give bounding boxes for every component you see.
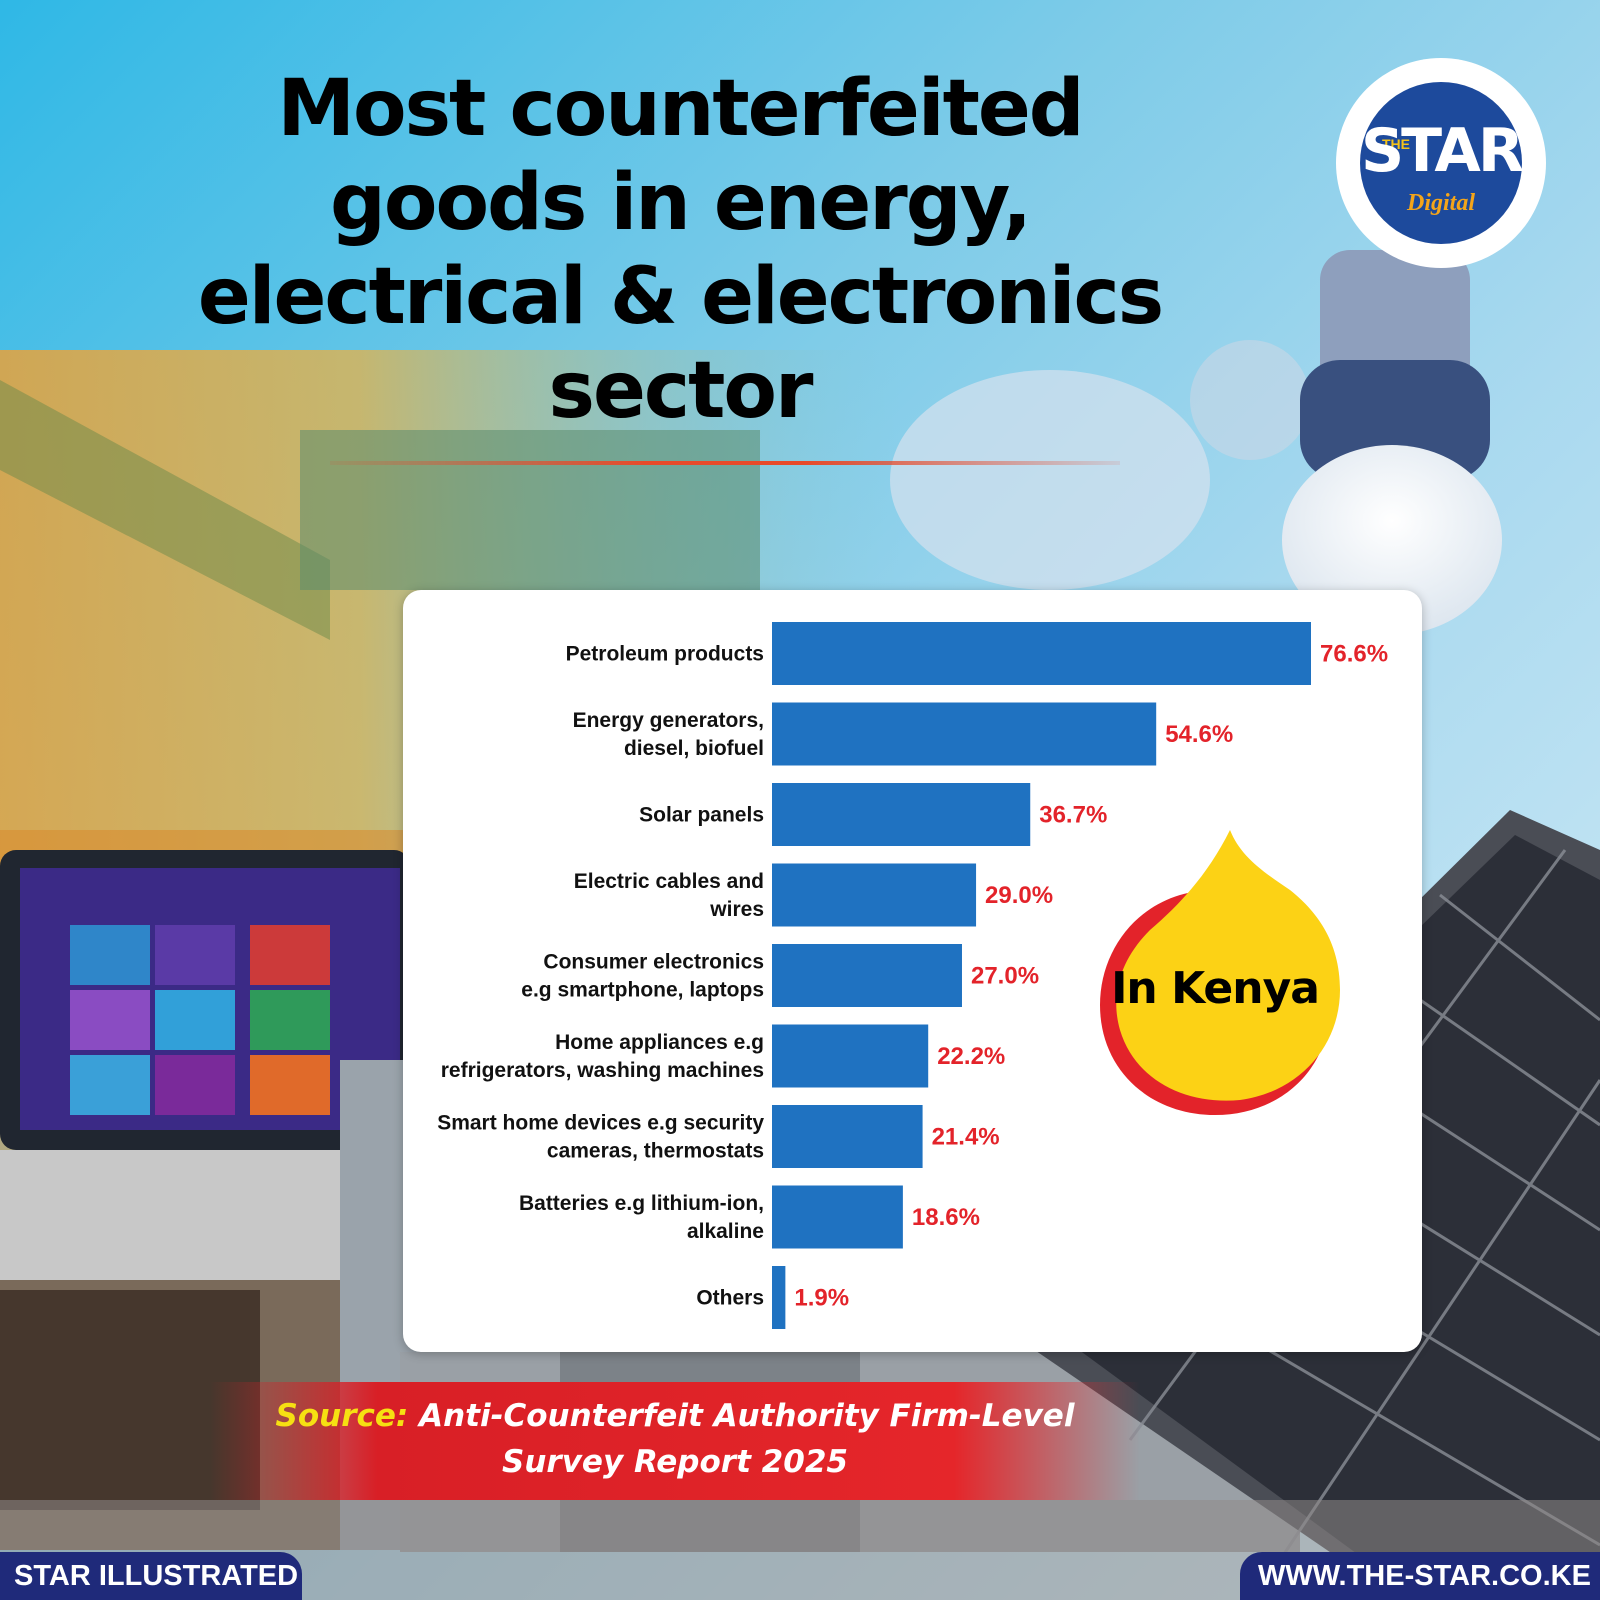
logo-star-text: STAR: [1360, 116, 1524, 186]
title-line-4: sector: [548, 346, 814, 436]
bar-chart: Petroleum products 76.6% Energy generators…: [437, 622, 1388, 1329]
value-label-1: 54.6%: [1165, 721, 1233, 748]
source-banner: [210, 1382, 1140, 1500]
value-label-7: 18.6%: [912, 1204, 980, 1231]
logo-circle: THE STAR Digital: [1360, 82, 1524, 244]
source-text: Anti-Counterfeit Authority Firm-Level Su…: [419, 1398, 1075, 1480]
category-label-0: Petroleum products: [566, 643, 764, 666]
bar-5: [772, 1024, 929, 1088]
value-label-5: 22.2%: [937, 1043, 1005, 1070]
category-label-2: Solar panels: [639, 804, 764, 827]
in-kenya-badge-label: In Kenya: [1111, 963, 1320, 1014]
category-label-6: Smart home devices e.g security cameras, …: [437, 1112, 764, 1163]
value-label-0: 76.6%: [1320, 641, 1388, 668]
value-label-6: 21.4%: [932, 1124, 1000, 1151]
source-label: Source:: [275, 1398, 409, 1434]
category-label-4: Consumer electronics e.g smartphone, lapt…: [521, 951, 764, 1002]
title-underline: [330, 461, 1120, 465]
category-label-1: Energy generators, diesel, biofuel: [573, 709, 764, 760]
value-label-4: 27.0%: [971, 963, 1039, 990]
category-label-3: Electric cables and wires: [574, 870, 764, 921]
page-title: Most counterfeited goods in energy, elec…: [60, 62, 1300, 438]
in-kenya-badge-shape: [1100, 830, 1340, 1115]
logo-the-text: THE: [1382, 136, 1410, 152]
footer-website-link[interactable]: WWW.THE-STAR.CO.KE: [1240, 1552, 1600, 1600]
title-line-3: electrical & electronics: [197, 252, 1164, 342]
logo-digital-text: Digital: [1406, 190, 1475, 216]
source-note: Source: Anti-Counterfeit Authority Firm-…: [230, 1393, 1120, 1485]
bar-2: [772, 783, 1031, 846]
value-label-3: 29.0%: [985, 882, 1053, 909]
bar-0: [772, 622, 1311, 685]
category-label-8: Others: [696, 1287, 764, 1310]
bar-4: [772, 944, 962, 1007]
value-label-2: 36.7%: [1039, 802, 1107, 829]
value-label-8: 1.9%: [794, 1285, 849, 1312]
bar-1: [772, 702, 1157, 766]
bar-3: [772, 863, 977, 927]
footer-star-illustrated: STAR ILLUSTRATED: [0, 1552, 302, 1600]
category-label-7: Batteries e.g lithium-ion, alkaline: [519, 1192, 764, 1243]
the-star-digital-logo: THE STAR Digital: [1336, 58, 1546, 268]
bar-6: [772, 1105, 923, 1168]
title-line-2: goods in energy,: [330, 158, 1032, 248]
title-line-1: Most counterfeited: [277, 64, 1084, 154]
bar-8: [772, 1266, 786, 1329]
bar-7: [772, 1185, 903, 1249]
category-label-5: Home appliances e.g refrigerators, washin…: [441, 1031, 764, 1082]
